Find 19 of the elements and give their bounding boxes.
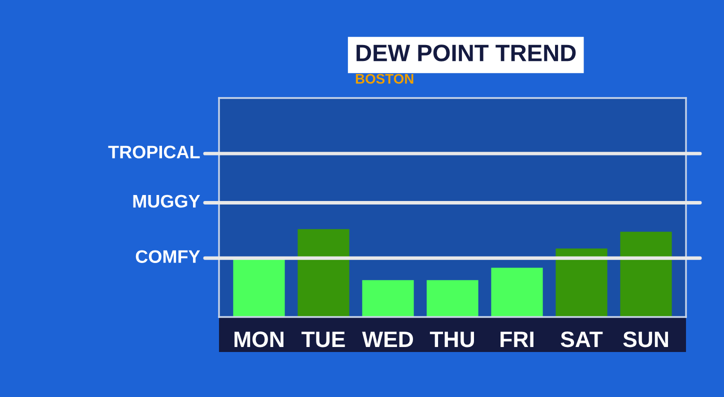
bar [233,259,285,317]
x-tick-label: TUE [302,332,345,348]
x-tick-label: SUN [623,331,668,348]
bar [556,248,608,317]
bar [491,268,543,317]
chart-title: DEW POINT TREND [356,44,576,62]
x-tick-label: FRI [500,332,534,347]
bar [298,229,350,317]
ref-line-label: TROPICAL [108,146,200,158]
ref-line-label: COMFY [136,250,200,263]
x-tick-label: SAT [560,331,603,348]
bar [362,280,414,317]
x-tick-label: WED [362,332,413,347]
ref-line-label: MUGGY [133,194,200,208]
chart-subtitle: BOSTON [356,74,414,84]
bar [620,232,672,317]
x-tick-label: MON [234,331,284,348]
bar [426,280,478,317]
x-tick-label: THU [430,332,474,348]
